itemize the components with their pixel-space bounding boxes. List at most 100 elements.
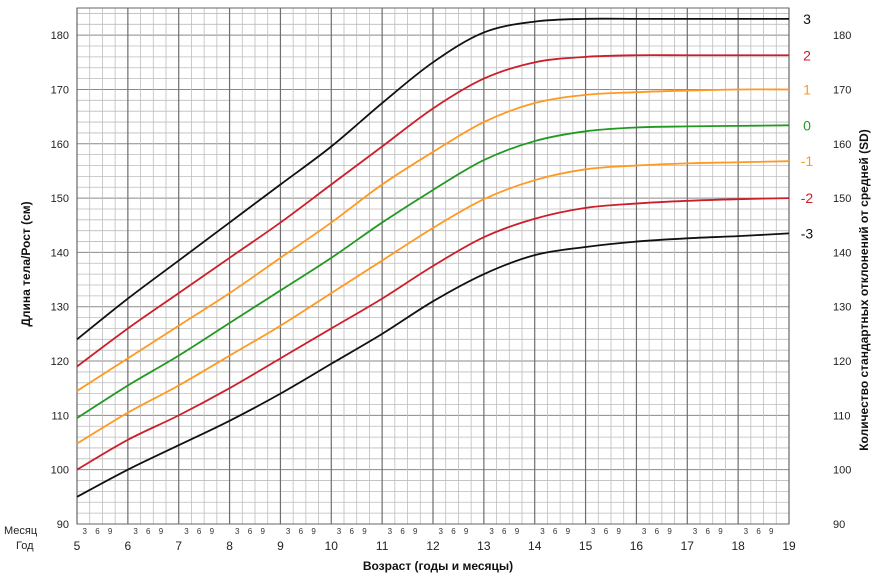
x-tick-label: 6 bbox=[125, 539, 132, 553]
month-tick-label: 6 bbox=[655, 527, 660, 536]
month-tick-label: 9 bbox=[210, 527, 215, 536]
x-tick-label: 15 bbox=[579, 539, 593, 553]
month-tick-label: 3 bbox=[184, 527, 189, 536]
month-tick-label: 9 bbox=[515, 527, 520, 536]
month-tick-label: 3 bbox=[438, 527, 443, 536]
y-tick-label: 110 bbox=[51, 410, 69, 422]
y-tick-label: 90 bbox=[57, 519, 69, 531]
month-tick-label: 6 bbox=[756, 527, 761, 536]
x-tick-label: 18 bbox=[731, 539, 745, 553]
x-tick-label: 5 bbox=[74, 539, 81, 553]
grid bbox=[76, 7, 790, 525]
month-tick-label: 3 bbox=[235, 527, 240, 536]
month-tick-label: 6 bbox=[553, 527, 558, 536]
month-tick-label: 3 bbox=[591, 527, 596, 536]
month-tick-label: 9 bbox=[108, 527, 113, 536]
month-tick-label: 6 bbox=[197, 527, 202, 536]
x-tick-label: 11 bbox=[376, 539, 389, 553]
series-label-3: 3 bbox=[803, 11, 811, 27]
month-tick-label: 3 bbox=[388, 527, 393, 536]
x-tick-label: 16 bbox=[630, 539, 644, 553]
y-tick-label: 180 bbox=[51, 30, 69, 42]
month-tick-label: 3 bbox=[133, 527, 138, 536]
series-line--1 bbox=[76, 160, 790, 445]
series-label-1: 1 bbox=[803, 81, 811, 97]
month-tick-label: 3 bbox=[286, 527, 291, 536]
x-tick-label: 13 bbox=[477, 539, 491, 553]
y-tick-label-right: 160 bbox=[833, 139, 851, 151]
y-tick-label: 160 bbox=[51, 139, 69, 151]
y-tick-label: 150 bbox=[51, 193, 69, 205]
x-tick-label: 14 bbox=[528, 539, 542, 553]
y-tick-label-right: 90 bbox=[833, 519, 845, 531]
month-tick-label: 9 bbox=[311, 527, 316, 536]
x-tick-label: 9 bbox=[277, 539, 284, 553]
y-tick-label-right: 120 bbox=[833, 356, 851, 368]
series-line-1 bbox=[76, 88, 790, 392]
y-tick-label: 140 bbox=[51, 247, 69, 259]
month-tick-label: 6 bbox=[248, 527, 253, 536]
month-tick-label: 9 bbox=[362, 527, 367, 536]
month-tick-label: 9 bbox=[616, 527, 621, 536]
series-label--1: -1 bbox=[801, 153, 814, 169]
month-tick-label: 3 bbox=[82, 527, 87, 536]
x-tick-label: 12 bbox=[426, 539, 440, 553]
month-tick-label: 6 bbox=[400, 527, 405, 536]
month-tick-label: 9 bbox=[718, 527, 723, 536]
month-tick-label: 3 bbox=[489, 527, 494, 536]
y-axis-right-title: Количество стандартных отклонений от сре… bbox=[857, 129, 871, 451]
month-tick-label: 9 bbox=[667, 527, 672, 536]
series-line-0 bbox=[76, 124, 790, 419]
y-axis-title: Длина тела/Рост (см) bbox=[19, 201, 33, 326]
month-tick-label: 6 bbox=[705, 527, 710, 536]
month-tick-label: 3 bbox=[337, 527, 342, 536]
month-tick-label: 6 bbox=[451, 527, 456, 536]
month-tick-label: 6 bbox=[604, 527, 609, 536]
month-tick-label: 9 bbox=[413, 527, 418, 536]
month-tick-label: 9 bbox=[260, 527, 265, 536]
month-tick-label: 6 bbox=[146, 527, 151, 536]
month-tick-label: 6 bbox=[349, 527, 354, 536]
month-tick-label: 3 bbox=[744, 527, 749, 536]
x-tick-label: 8 bbox=[226, 539, 233, 553]
month-tick-label: 3 bbox=[540, 527, 545, 536]
plot-frame bbox=[76, 7, 790, 525]
month-tick-label: 6 bbox=[502, 527, 507, 536]
y-tick-label-right: 140 bbox=[833, 247, 851, 259]
series-line--3 bbox=[76, 232, 790, 498]
series-label--2: -2 bbox=[801, 190, 814, 206]
x-tick-label: 17 bbox=[681, 539, 695, 553]
series-line-3 bbox=[76, 17, 789, 341]
month-tick-label: 3 bbox=[693, 527, 698, 536]
x-tick-label: 10 bbox=[325, 539, 339, 553]
month-tick-label: 9 bbox=[769, 527, 774, 536]
series-lines bbox=[76, 17, 790, 498]
y-tick-label-right: 150 bbox=[833, 193, 851, 205]
y-tick-label-right: 100 bbox=[833, 465, 851, 477]
y-tick-label-right: 130 bbox=[833, 302, 851, 314]
month-tick-label: 9 bbox=[159, 527, 164, 536]
series-line-2 bbox=[76, 54, 789, 368]
month-tick-label: 9 bbox=[566, 527, 571, 536]
y-tick-label: 120 bbox=[51, 356, 69, 368]
series-label-2: 2 bbox=[803, 47, 811, 63]
y-tick-label: 100 bbox=[51, 465, 69, 477]
month-tick-label: 6 bbox=[95, 527, 100, 536]
month-row-label: Месяц bbox=[4, 525, 38, 537]
series-label--3: -3 bbox=[801, 225, 814, 241]
month-tick-label: 3 bbox=[642, 527, 647, 536]
y-tick-label: 170 bbox=[51, 84, 69, 96]
x-tick-label: 7 bbox=[175, 539, 182, 553]
y-tick-label: 130 bbox=[51, 302, 69, 314]
month-tick-label: 9 bbox=[464, 527, 469, 536]
year-row-label: Год bbox=[16, 540, 34, 552]
y-tick-label-right: 170 bbox=[833, 84, 851, 96]
y-tick-label-right: 180 bbox=[833, 30, 851, 42]
x-axis-title: Возраст (годы и месяцы) bbox=[363, 559, 513, 573]
series-label-0: 0 bbox=[803, 117, 811, 133]
month-tick-label: 6 bbox=[299, 527, 304, 536]
x-tick-label: 19 bbox=[782, 539, 796, 553]
y-tick-label-right: 110 bbox=[833, 410, 851, 422]
